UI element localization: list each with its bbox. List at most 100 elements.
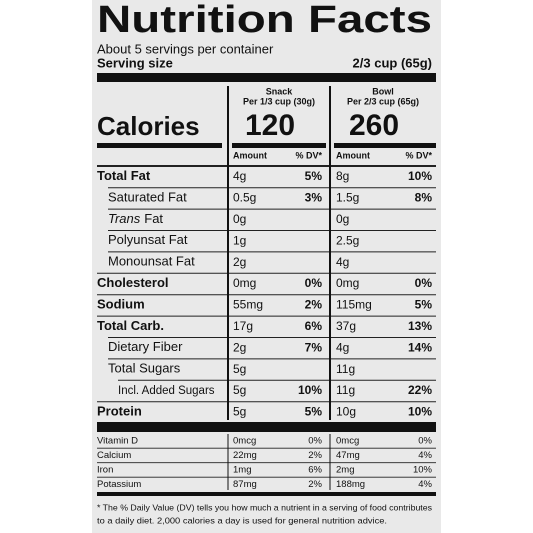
amount: 5g [233, 362, 246, 376]
amount: 37g [336, 319, 356, 333]
serving-size-label: Serving size [97, 55, 173, 70]
daily-value: 22% [408, 383, 432, 397]
daily-value: 6% [305, 319, 323, 333]
amount: 4g [336, 340, 349, 354]
nutrient-label: Monounsat Fat [108, 254, 195, 269]
vitamin-dv: 0% [308, 436, 322, 447]
dv-header: % DV* [295, 150, 322, 160]
rule [334, 143, 436, 148]
column-portion: Per 2/3 cup (65g) [347, 96, 419, 106]
nutrient-label-italic: Trans [108, 211, 141, 226]
nutrient-label: Protein [97, 404, 142, 419]
footnote: to a daily diet. 2,000 calories a day is… [97, 515, 387, 525]
vitamin-label: Potassium [97, 479, 141, 490]
daily-value: 13% [408, 319, 432, 333]
nutrient-label: Cholesterol [97, 275, 169, 290]
amount: 0g [233, 212, 246, 226]
vitamin-label: Vitamin D [97, 436, 138, 447]
rule [97, 422, 436, 432]
nutrient-label: Dietary Fiber [108, 340, 183, 355]
amount: 2.5g [336, 233, 359, 247]
amount: 1.5g [336, 191, 359, 205]
daily-value: 7% [305, 340, 323, 354]
vitamin-amount: 0mcg [336, 436, 359, 447]
amount: 2g [233, 340, 246, 354]
amount: 4g [336, 255, 349, 269]
vitamin-dv: 2% [308, 479, 322, 490]
serving-size-value: 2/3 cup (65g) [353, 55, 432, 70]
nutrient-label-text: Total Fat [97, 168, 151, 183]
calories-value: 260 [349, 109, 399, 142]
nutrient-label-text: Cholesterol [97, 275, 169, 290]
nutrient-label: Polyunsat Fat [108, 233, 188, 248]
amount: 17g [233, 319, 253, 333]
amount: 8g [336, 169, 349, 183]
vitamin-amount: 1mg [233, 465, 251, 476]
column-name: Snack [266, 86, 294, 96]
amount-header: Amount [336, 150, 370, 160]
daily-value: 0% [305, 276, 323, 290]
daily-value: 8% [415, 191, 433, 205]
vitamin-amount: 0mcg [233, 436, 256, 447]
daily-value: 10% [408, 169, 432, 183]
amount: 115mg [336, 298, 372, 312]
vitamin-label: Calcium [97, 450, 131, 461]
nutrient-label-text: Incl. Added Sugars [118, 385, 215, 397]
title: Nutrition Facts [97, 0, 432, 41]
nutrient-label-text: Saturated Fat [108, 190, 187, 205]
label-background [92, 0, 441, 533]
amount: 11g [336, 383, 355, 397]
nutrient-label: Saturated Fat [108, 190, 187, 205]
column-name: Bowl [372, 86, 394, 96]
servings: About 5 servings per container [97, 41, 274, 56]
daily-value: 14% [408, 340, 432, 354]
vitamin-dv: 10% [413, 465, 433, 476]
daily-value: 5% [305, 405, 323, 419]
amount: 2g [233, 255, 246, 269]
daily-value: 0% [415, 276, 433, 290]
nutrient-label-text: Fat [144, 211, 163, 226]
daily-value: 10% [408, 405, 432, 419]
calories-value: 120 [245, 109, 295, 142]
nutrient-label: Sodium [97, 297, 145, 312]
amount-header: Amount [233, 150, 267, 160]
rule [232, 143, 326, 148]
footnote: * The % Daily Value (DV) tells you how m… [97, 502, 432, 512]
vitamin-label: Iron [97, 465, 113, 476]
nutrient-label-text: Monounsat Fat [108, 254, 195, 269]
nutrient-label: Total Sugars [108, 361, 181, 376]
amount: 4g [233, 169, 246, 183]
vitamin-amount: 22mg [233, 450, 257, 461]
nutrient-label: Total Carb. [97, 318, 164, 333]
vitamin-dv: 4% [418, 479, 432, 490]
nutrient-label-text: Total Sugars [108, 361, 181, 376]
amount: 0mg [233, 276, 256, 290]
daily-value: 5% [415, 298, 433, 312]
vitamin-amount: 87mg [233, 479, 257, 490]
nutrient-label-text: Protein [97, 404, 142, 419]
amount: 1g [233, 233, 246, 247]
rule [97, 73, 436, 82]
daily-value: 2% [305, 298, 323, 312]
nutrient-label-text: Dietary Fiber [108, 340, 183, 355]
daily-value: 10% [298, 383, 322, 397]
amount: 5g [233, 383, 246, 397]
daily-value: 5% [305, 169, 323, 183]
amount: 11g [336, 362, 355, 376]
vitamin-dv: 0% [418, 436, 432, 447]
amount: 55mg [233, 298, 263, 312]
vitamin-amount: 188mg [336, 479, 365, 490]
amount: 0.5g [233, 191, 256, 205]
vitamin-dv: 6% [308, 465, 322, 476]
calories-label: Calories [97, 111, 200, 141]
rule [97, 143, 222, 148]
vitamin-amount: 47mg [336, 450, 360, 461]
amount: 5g [233, 405, 246, 419]
nutrient-label: Trans Fat [108, 211, 163, 226]
vitamin-dv: 2% [308, 450, 322, 461]
nutrient-label: Incl. Added Sugars [118, 385, 215, 397]
nutrient-label-text: Total Carb. [97, 318, 164, 333]
amount: 10g [336, 405, 356, 419]
amount: 0g [336, 212, 349, 226]
